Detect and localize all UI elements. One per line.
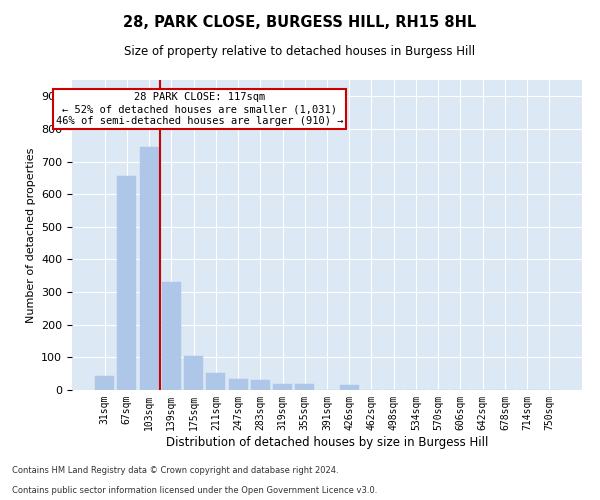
Bar (118, 176, 136, 390)
X-axis label: Distribution of detached houses by size in Burgess Hill: Distribution of detached houses by size … (166, 436, 488, 448)
Bar (140, 147, 158, 390)
Text: Size of property relative to detached houses in Burgess Hill: Size of property relative to detached ho… (124, 45, 476, 58)
Bar (162, 282, 181, 390)
Text: 28, PARK CLOSE, BURGESS HILL, RH15 8HL: 28, PARK CLOSE, BURGESS HILL, RH15 8HL (124, 15, 476, 30)
Bar (340, 385, 359, 390)
Bar (229, 378, 248, 390)
Bar (184, 356, 203, 390)
Bar (273, 384, 292, 390)
Y-axis label: Number of detached properties: Number of detached properties (26, 148, 35, 322)
Bar (295, 384, 314, 390)
Bar (95, 376, 114, 390)
Text: 28 PARK CLOSE: 117sqm
← 52% of detached houses are smaller (1,031)
46% of semi-d: 28 PARK CLOSE: 117sqm ← 52% of detached … (56, 92, 343, 126)
Text: Contains HM Land Registry data © Crown copyright and database right 2024.: Contains HM Land Registry data © Crown c… (12, 466, 338, 475)
Bar (251, 380, 270, 390)
Text: Contains public sector information licensed under the Open Government Licence v3: Contains public sector information licen… (12, 486, 377, 495)
Bar (206, 372, 225, 390)
